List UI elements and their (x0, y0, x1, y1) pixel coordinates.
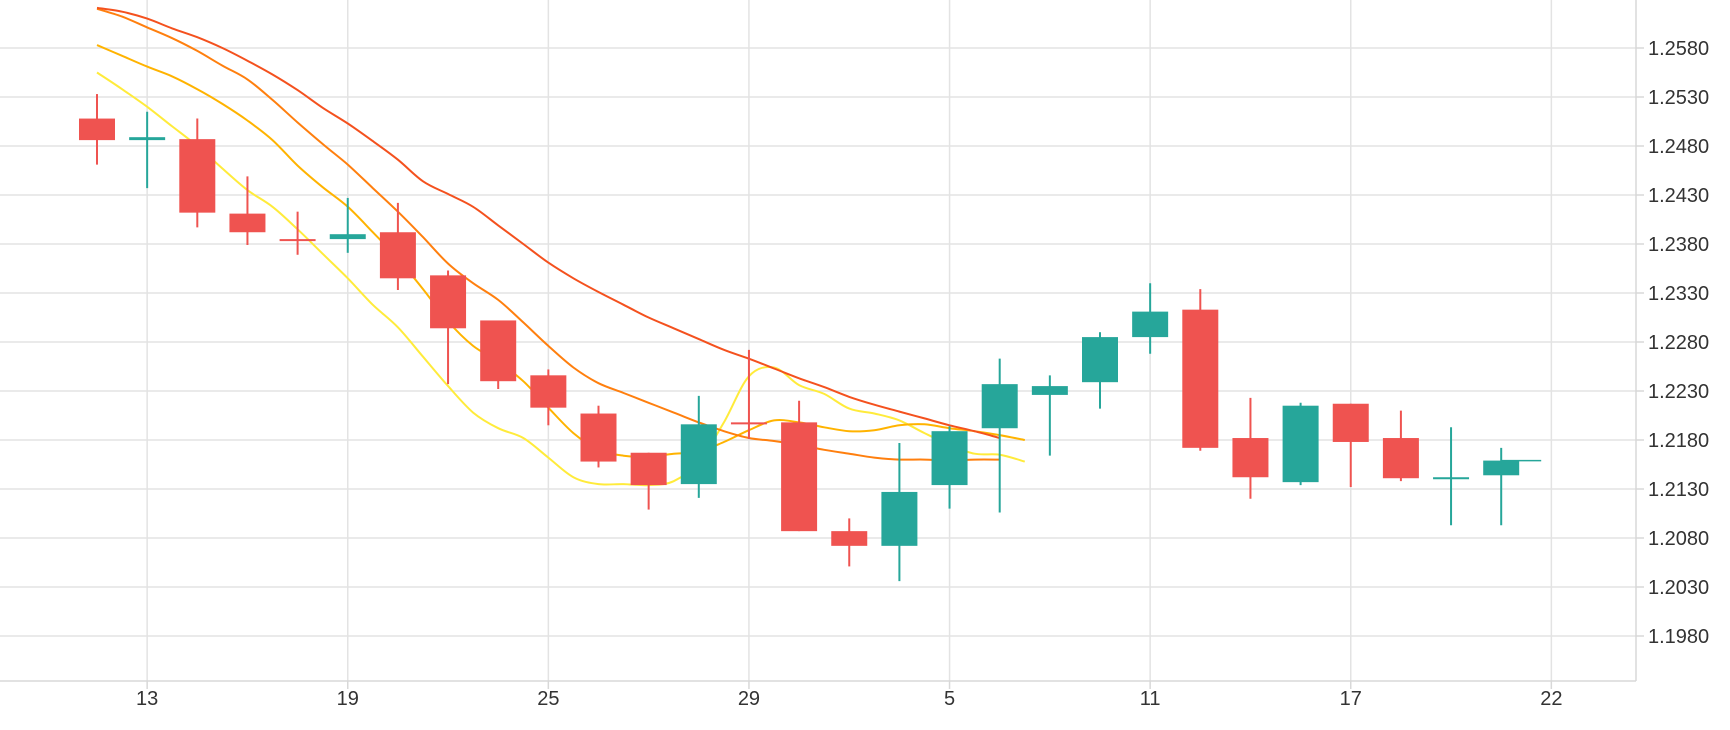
candle-body (931, 431, 968, 486)
moving-average-line (96, 71, 1026, 487)
candle-body (1332, 403, 1369, 442)
candle (981, 358, 1018, 513)
candle (1082, 332, 1118, 409)
candle-body (179, 139, 216, 213)
x-tick-label: 13 (136, 688, 158, 710)
y-tick-label: 1.2130 (1648, 479, 1709, 501)
x-tick-label: 5 (944, 688, 955, 710)
candle (1332, 403, 1369, 488)
candle-body (1433, 477, 1470, 480)
candle-body (379, 232, 416, 279)
candle (79, 94, 115, 165)
candle-body (981, 384, 1018, 429)
y-tick-label: 1.2380 (1648, 234, 1709, 256)
x-tick-label: 22 (1540, 688, 1562, 710)
candle (781, 400, 818, 532)
candle (229, 176, 266, 245)
candle (480, 320, 517, 390)
candle (1433, 427, 1470, 526)
candle (379, 202, 416, 291)
candle-body (1382, 438, 1419, 479)
y-tick-label: 1.2230 (1648, 381, 1709, 403)
x-tick-label: 11 (1140, 688, 1161, 710)
candle (1132, 283, 1169, 354)
x-tick-label: 29 (738, 688, 760, 710)
candle-body (329, 234, 366, 240)
candle (329, 197, 366, 253)
y-tick-label: 1.2080 (1648, 528, 1709, 550)
candle (730, 349, 767, 440)
y-tick-label: 1.2330 (1648, 283, 1709, 305)
candle-body (1182, 309, 1219, 448)
moving-average-line (96, 6, 1000, 439)
candle (931, 426, 968, 509)
candle (630, 452, 667, 510)
candle-body (781, 422, 818, 532)
candle-body (1132, 311, 1169, 338)
candle-body (430, 275, 467, 329)
candle-body (881, 491, 918, 546)
moving-average-lines (96, 6, 1026, 487)
y-tick-label: 1.2030 (1648, 577, 1709, 599)
x-tick-label: 25 (537, 688, 559, 710)
candle-body (530, 375, 567, 408)
candle (279, 211, 316, 255)
moving-average-line (96, 7, 1000, 462)
candle-body (1282, 405, 1319, 483)
candle-body (680, 424, 717, 485)
candle (881, 442, 918, 582)
x-tick-label: 17 (1340, 688, 1362, 710)
candle (1232, 397, 1269, 499)
candle (1182, 289, 1219, 451)
candles (79, 94, 1520, 582)
candle (530, 369, 567, 426)
candle-body (279, 239, 316, 242)
candle-body (1483, 460, 1520, 476)
candle (430, 270, 467, 385)
candle-body (129, 137, 166, 141)
grid (0, 0, 1636, 681)
candle-body (580, 413, 617, 462)
candle (680, 395, 717, 498)
axes: 1.2580 1.2530 1.2480 1.2430 1.2380 1.2330 1.22… (0, 0, 1709, 710)
candle (1483, 447, 1520, 526)
x-tick-label: 19 (337, 688, 359, 710)
candle (580, 405, 617, 468)
candle-body (480, 320, 517, 382)
candle-body (831, 531, 868, 546)
y-tick-label: 1.2530 (1648, 87, 1709, 109)
candle (1382, 410, 1419, 482)
candle-body (1082, 337, 1118, 383)
y-tick-label: 1.2280 (1648, 332, 1709, 354)
candle-body (630, 452, 667, 486)
candle-body (79, 118, 115, 141)
candle-body (730, 422, 767, 425)
y-tick-label: 1.2480 (1648, 136, 1709, 158)
moving-average-line (96, 44, 1025, 458)
y-tick-label: 1.2580 (1648, 38, 1709, 60)
candle (1282, 402, 1319, 486)
candle (1031, 375, 1068, 456)
y-tick-label: 1.1980 (1648, 626, 1709, 648)
candle (831, 518, 868, 567)
candle (129, 111, 166, 189)
candle-body (229, 213, 266, 233)
candle-body (1031, 386, 1068, 395)
y-tick-label: 1.2430 (1648, 185, 1709, 207)
candle-body (1232, 438, 1269, 478)
candle (179, 118, 216, 228)
y-tick-label: 1.2180 (1648, 430, 1709, 452)
